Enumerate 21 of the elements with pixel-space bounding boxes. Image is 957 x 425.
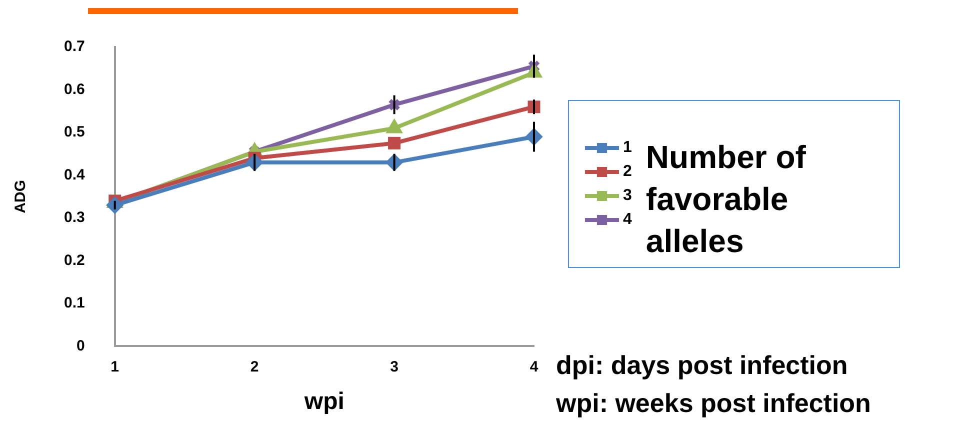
legend-label: 4 bbox=[623, 211, 632, 229]
x-tick-label: 4 bbox=[530, 358, 539, 376]
legend-label: 3 bbox=[623, 187, 632, 205]
legend-label: 1 bbox=[623, 139, 632, 157]
x-tick-label: 2 bbox=[250, 358, 259, 376]
legend-title: Number of favorable alleles bbox=[646, 138, 807, 261]
y-tick-label: 0.5 bbox=[64, 124, 85, 141]
y-tick-label: 0.1 bbox=[64, 294, 85, 312]
y-tick-label: 0.4 bbox=[64, 166, 86, 184]
x-tick-label: 3 bbox=[390, 358, 398, 376]
y-tick-label: 0.6 bbox=[64, 80, 85, 98]
x-axis-title: wpi bbox=[303, 388, 344, 416]
y-tick-label: 0.7 bbox=[64, 38, 85, 56]
text: dpi: days post infection bbox=[556, 349, 849, 382]
y-tick-label: 0.2 bbox=[64, 252, 85, 269]
text: wpi: weeks post infection bbox=[556, 387, 871, 420]
y-tick-label: 0.3 bbox=[64, 209, 85, 226]
y-axis-title: ADG bbox=[12, 180, 30, 214]
legend-label: 2 bbox=[623, 163, 632, 181]
y-tick-label: 0 bbox=[76, 337, 85, 354]
x-tick-label: 1 bbox=[110, 358, 120, 376]
